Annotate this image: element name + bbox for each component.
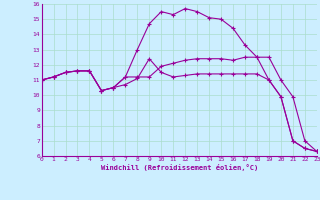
- X-axis label: Windchill (Refroidissement éolien,°C): Windchill (Refroidissement éolien,°C): [100, 164, 258, 171]
